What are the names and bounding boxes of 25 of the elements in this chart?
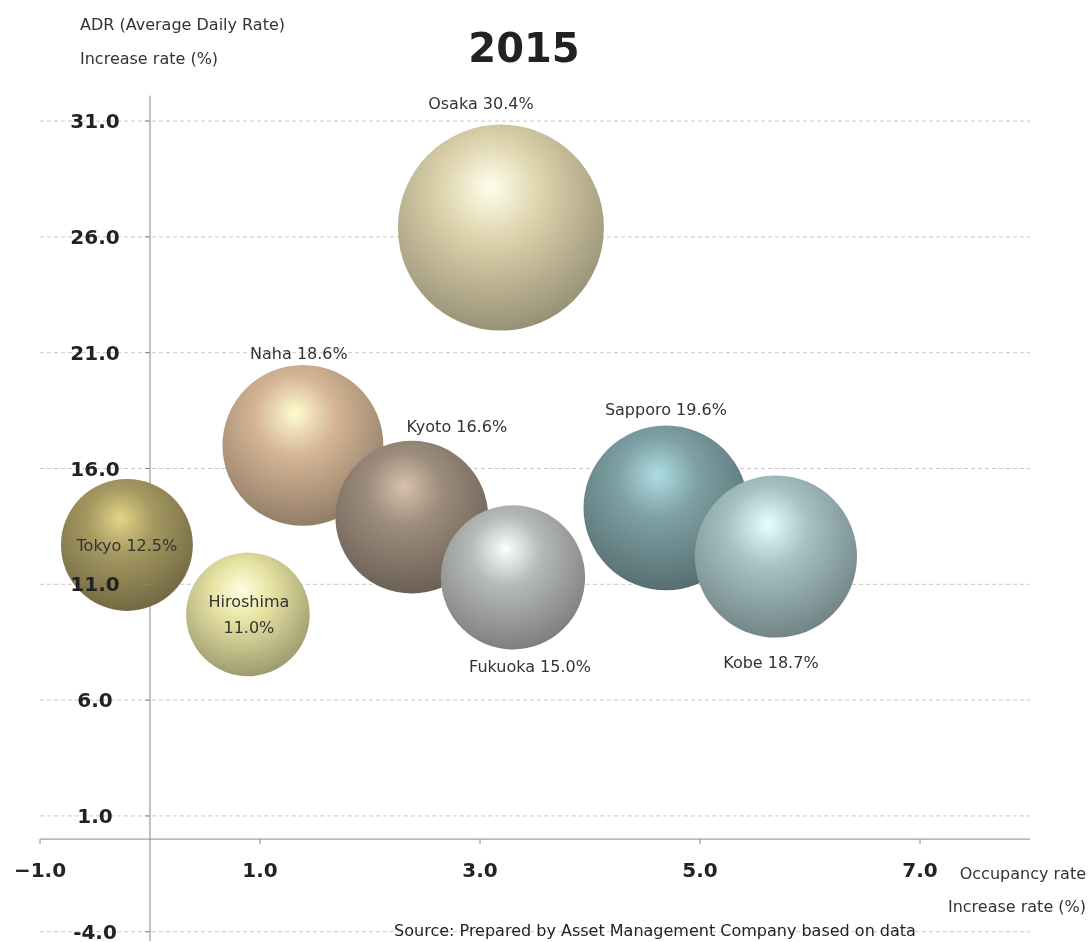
y-tick-label: 6.0: [77, 688, 113, 713]
x-axis-title: Occupancy rate Increase rate (%): [947, 864, 1086, 916]
y-tick-label: 1.0: [77, 803, 113, 828]
x-tick-label: −1.0: [13, 858, 67, 883]
x-tick-label: 5.0: [682, 858, 718, 883]
x-tick-label: 1.0: [242, 858, 278, 883]
data-label: Fukuoka 15.0%: [469, 657, 591, 677]
data-label: Hiroshima 11.0%: [208, 592, 290, 638]
y-tick-label: 16.0: [70, 456, 120, 481]
data-label: Sapporo 19.6%: [604, 399, 727, 419]
chart-title: 2015: [468, 25, 580, 71]
y-tick-label: -4.0: [73, 919, 117, 942]
x-tick-label: 3.0: [462, 858, 498, 883]
x-tick-label: 7.0: [902, 858, 938, 883]
y-tick-label: 11.0: [70, 572, 120, 597]
y-tick-label: 31.0: [70, 109, 120, 134]
y-tick-label: 26.0: [70, 224, 120, 249]
data-label: Tokyo 12.5%: [75, 535, 178, 555]
data-label: Kobe 18.7%: [723, 652, 819, 672]
annotation: Source: Prepared by Asset Management Company based on data: [394, 921, 916, 940]
y-axis-title: ADR (Average Daily Rate) Increase rate (%): [80, 15, 285, 68]
data-label: Naha 18.6%: [250, 344, 348, 364]
data-label: Kyoto 16.6%: [406, 417, 508, 437]
data-label: Osaka 30.4%: [428, 93, 534, 113]
y-tick-label: 21.0: [70, 340, 120, 365]
